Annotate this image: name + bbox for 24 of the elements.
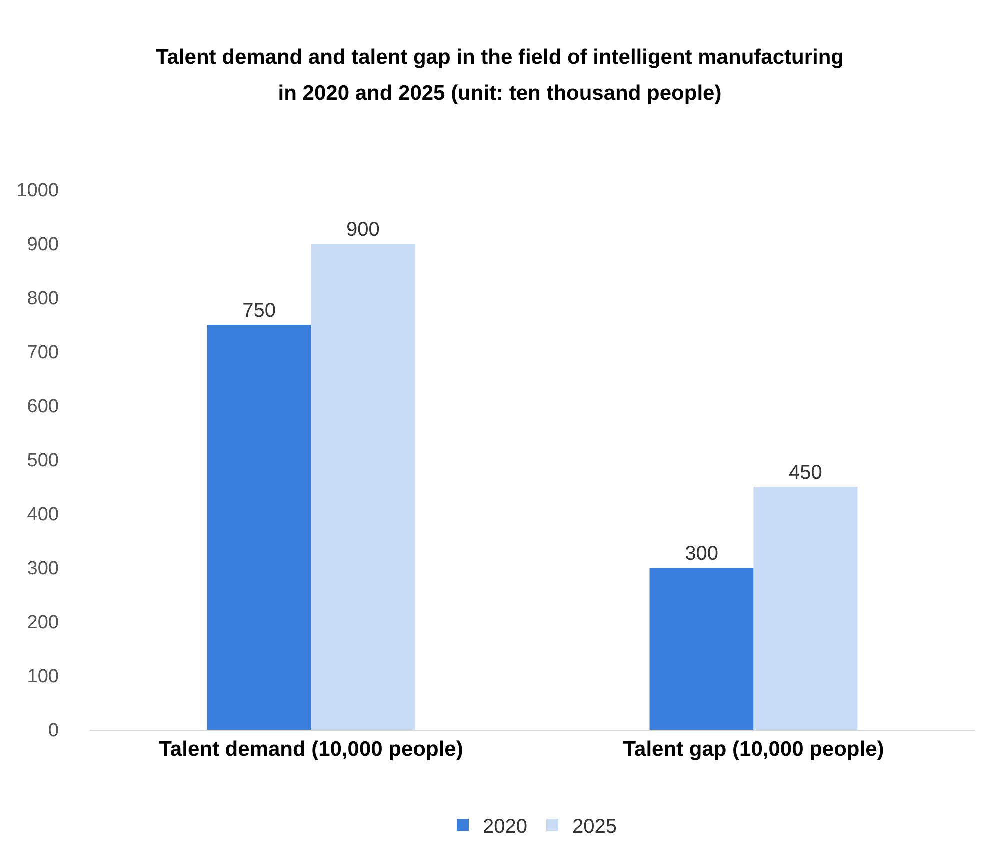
legend-label: 2020 <box>483 816 528 838</box>
y-tick-label: 100 <box>27 666 59 688</box>
y-tick-label: 500 <box>27 450 59 472</box>
bar <box>311 244 416 730</box>
y-tick-label: 900 <box>27 234 59 256</box>
y-tick-label: 0 <box>48 720 59 742</box>
y-tick-label: 800 <box>27 288 59 310</box>
bar <box>207 325 312 730</box>
bar <box>754 487 858 730</box>
data-label: 300 <box>685 543 718 565</box>
bar <box>650 568 754 730</box>
y-tick-label: 1000 <box>16 180 59 202</box>
y-tick-label: 200 <box>27 612 59 634</box>
y-tick-label: 400 <box>27 504 59 526</box>
x-tick-label: Talent demand (10,000 people) <box>159 738 464 762</box>
data-label: 750 <box>242 300 276 322</box>
legend-label: 2025 <box>572 816 617 838</box>
data-label: 900 <box>346 219 380 241</box>
data-label: 450 <box>789 462 822 484</box>
x-tick-label: Talent gap (10,000 people) <box>623 738 884 762</box>
y-tick-label: 300 <box>27 558 59 580</box>
y-tick-label: 600 <box>27 396 59 418</box>
y-tick-label: 700 <box>27 342 59 364</box>
chart-title: Talent demand and talent gap in the field of intelligent manufacturing in 2020 and 2025 (unit: ten thousand people) <box>155 45 845 107</box>
